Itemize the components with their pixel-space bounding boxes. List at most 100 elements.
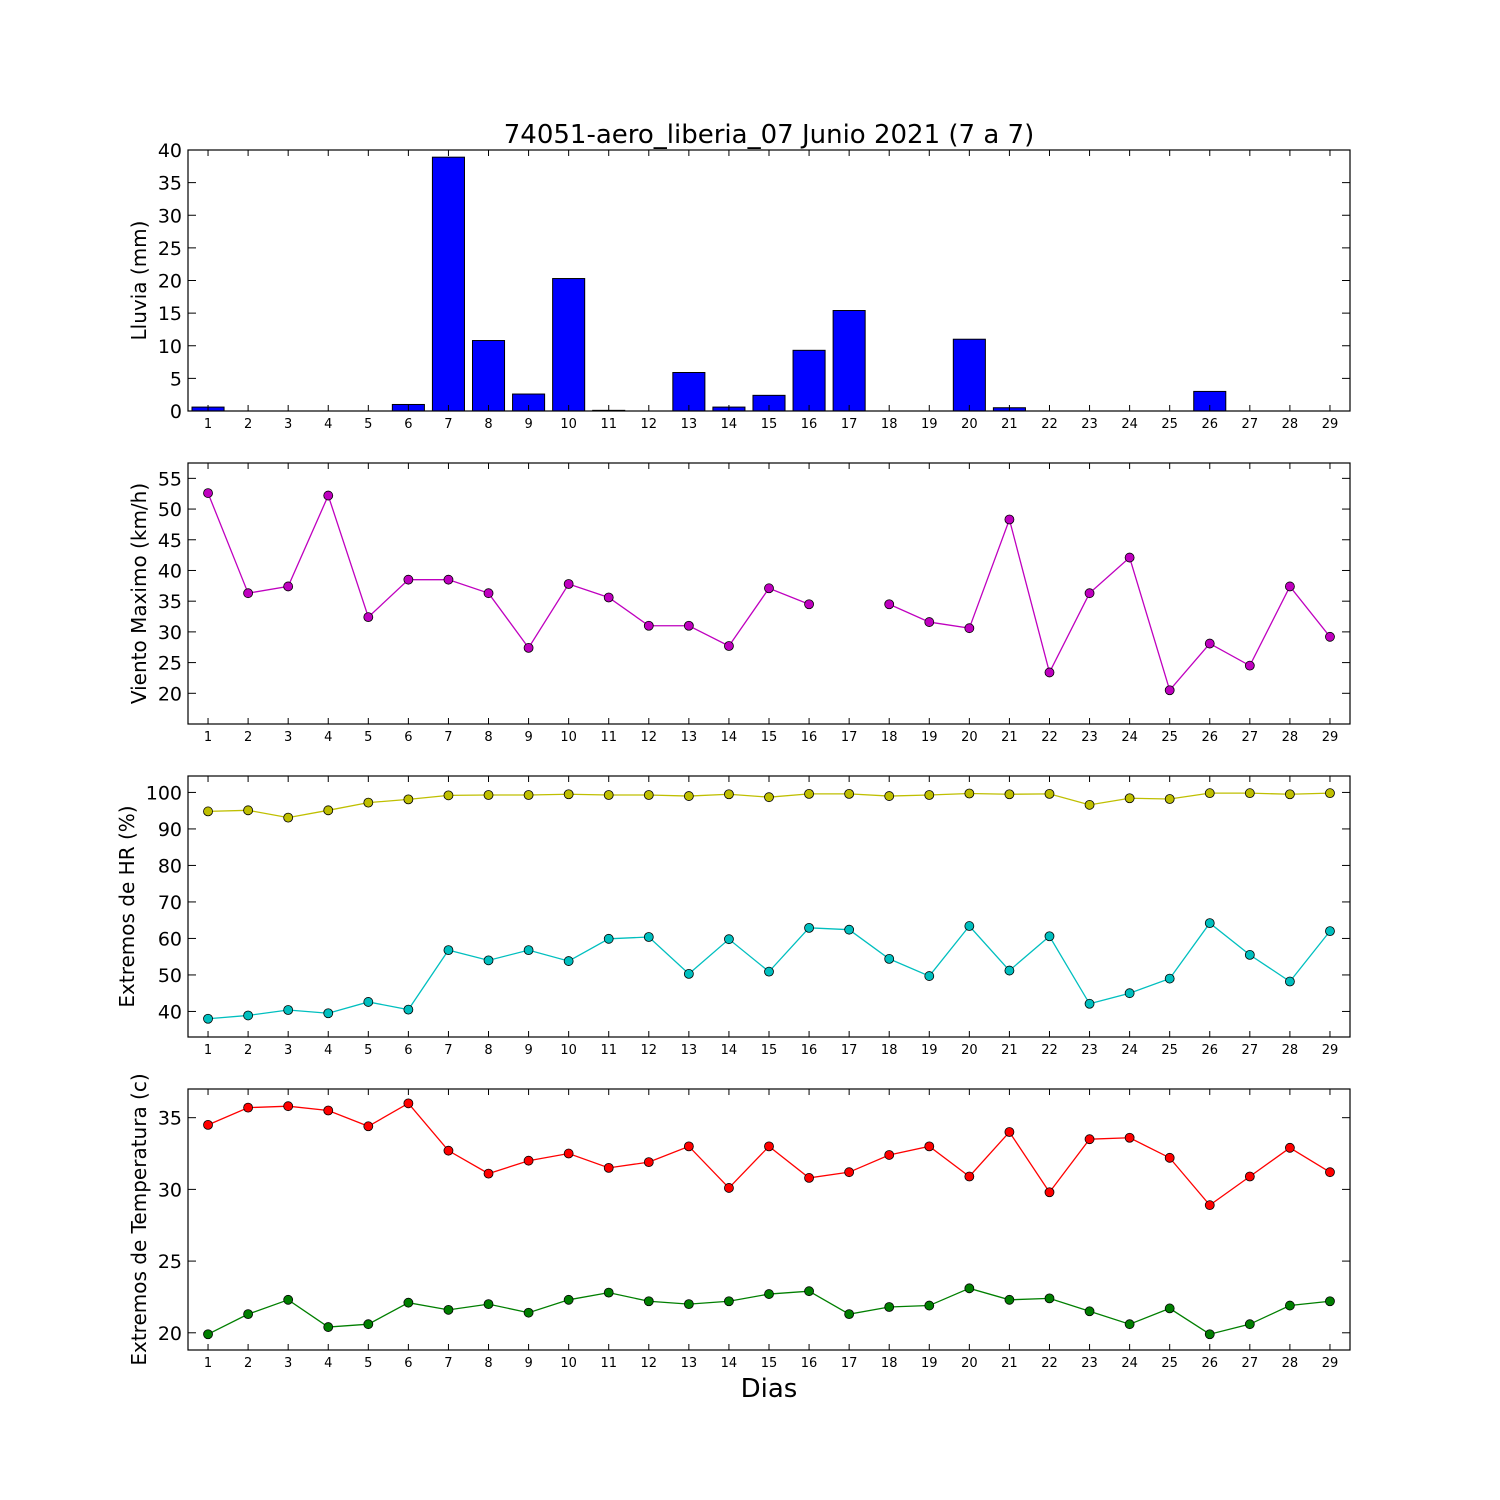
x-tick-label: 6 [404,730,412,745]
data-point [1325,1296,1335,1307]
data-point [1244,660,1255,671]
data-point [683,1299,694,1310]
data-point [603,790,614,800]
x-tick-label: 26 [1201,730,1218,745]
data-point [1325,788,1335,799]
x-tick-label: 26 [1201,1356,1218,1371]
x-tick-label: 20 [961,730,978,745]
data-point [1004,514,1015,525]
x-tick-label: 1 [204,730,212,745]
x-tick-label: 13 [681,1043,698,1058]
data-point [964,623,975,634]
x-tick-label: 25 [1161,1043,1178,1058]
data-point [1244,1171,1255,1182]
x-tick-label: 24 [1121,1043,1138,1058]
x-tick-label: 1 [204,1043,212,1058]
series-line-1 [207,492,1331,692]
data-point [764,583,774,594]
y-tick-label: 35 [158,173,182,195]
data-point [323,490,334,501]
data-point [844,1309,855,1320]
data-point [603,1162,614,1173]
data-point [323,1322,334,1332]
x-tick-label: 17 [841,417,858,432]
data-point [683,1141,694,1152]
data-point [1084,1134,1095,1145]
x-tick-label: 21 [1001,1043,1018,1058]
data-point [764,966,774,977]
data-point [924,1300,935,1311]
data-point [884,791,895,801]
y-tick-label: 70 [158,892,182,914]
data-point [1325,926,1335,937]
data-point [804,599,814,610]
data-point [1044,1293,1055,1304]
x-tick-label: 16 [801,1356,818,1371]
data-point [1204,1200,1215,1211]
data-point [1004,1294,1015,1305]
x-tick-label: 25 [1161,1356,1178,1371]
x-tick-label: 27 [1242,1043,1259,1058]
data-point [563,956,574,966]
x-tick-label: 20 [961,1356,978,1371]
data-point [283,581,294,592]
x-tick-label: 2 [244,730,252,745]
x-tick-label: 15 [761,1356,778,1371]
data-point [844,1167,855,1178]
data-point [1325,631,1335,642]
x-tick-label: 28 [1282,1043,1299,1058]
y-tick-label: 25 [158,1251,182,1273]
chart-title: 74051-aero_liberia_07 Junio 2021 (7 a 7) [504,120,1034,150]
x-tick-label: 6 [404,417,412,432]
data-point [724,1296,734,1307]
data-point [403,1004,414,1015]
data-point [724,934,734,945]
x-tick-label: 14 [721,1356,738,1371]
data-point [1124,988,1135,999]
x-tick-label: 6 [404,1043,412,1058]
data-point [203,806,213,817]
data-point [243,588,254,599]
x-tick-label: 15 [761,730,778,745]
x-tick-label: 19 [921,1043,938,1058]
y-tick-label: 10 [158,336,182,358]
x-tick-label: 12 [641,1356,658,1371]
x-tick-label: 17 [841,1043,858,1058]
data-point [283,1101,294,1112]
x-tick-label: 23 [1081,417,1098,432]
x-tick-label: 16 [801,1043,818,1058]
x-tick-label: 18 [881,730,898,745]
data-point [563,579,574,589]
data-point [483,790,494,800]
data-point [804,1173,814,1183]
data-point [1124,1132,1135,1143]
y-tick-label: 45 [158,530,182,552]
data-point [203,1119,213,1130]
data-point [523,1307,534,1318]
data-point [804,788,814,799]
y-tick-label: 40 [158,1001,182,1023]
x-tick-label: 8 [484,1043,492,1058]
x-tick-label: 22 [1041,417,1058,432]
x-tick-label: 13 [681,417,698,432]
data-point [1244,1319,1255,1330]
data-point [683,968,694,979]
data-point [443,945,454,956]
x-tick-label: 20 [961,417,978,432]
x-tick-label: 21 [1001,730,1018,745]
y-tick-label: 50 [158,499,182,521]
x-tick-label: 28 [1282,730,1299,745]
y-tick-label: 40 [158,560,182,582]
y-tick-label: 25 [158,653,182,675]
data-point [1124,1319,1135,1330]
data-point [1124,552,1135,563]
x-tick-label: 18 [881,417,898,432]
x-tick-label: 19 [921,1356,938,1371]
x-tick-label: 12 [641,1043,658,1058]
rain-bar [952,338,986,412]
x-tick-label: 12 [641,730,658,745]
data-point [844,788,855,799]
x-tick-label: 7 [444,1043,452,1058]
panels-group: 1 2 3 4 5 6 7 8 9 10 11 12 13 14 15 16 17 18 19 20 21 22 23 24 2… [115,140,1351,1371]
data-point [1044,931,1055,942]
